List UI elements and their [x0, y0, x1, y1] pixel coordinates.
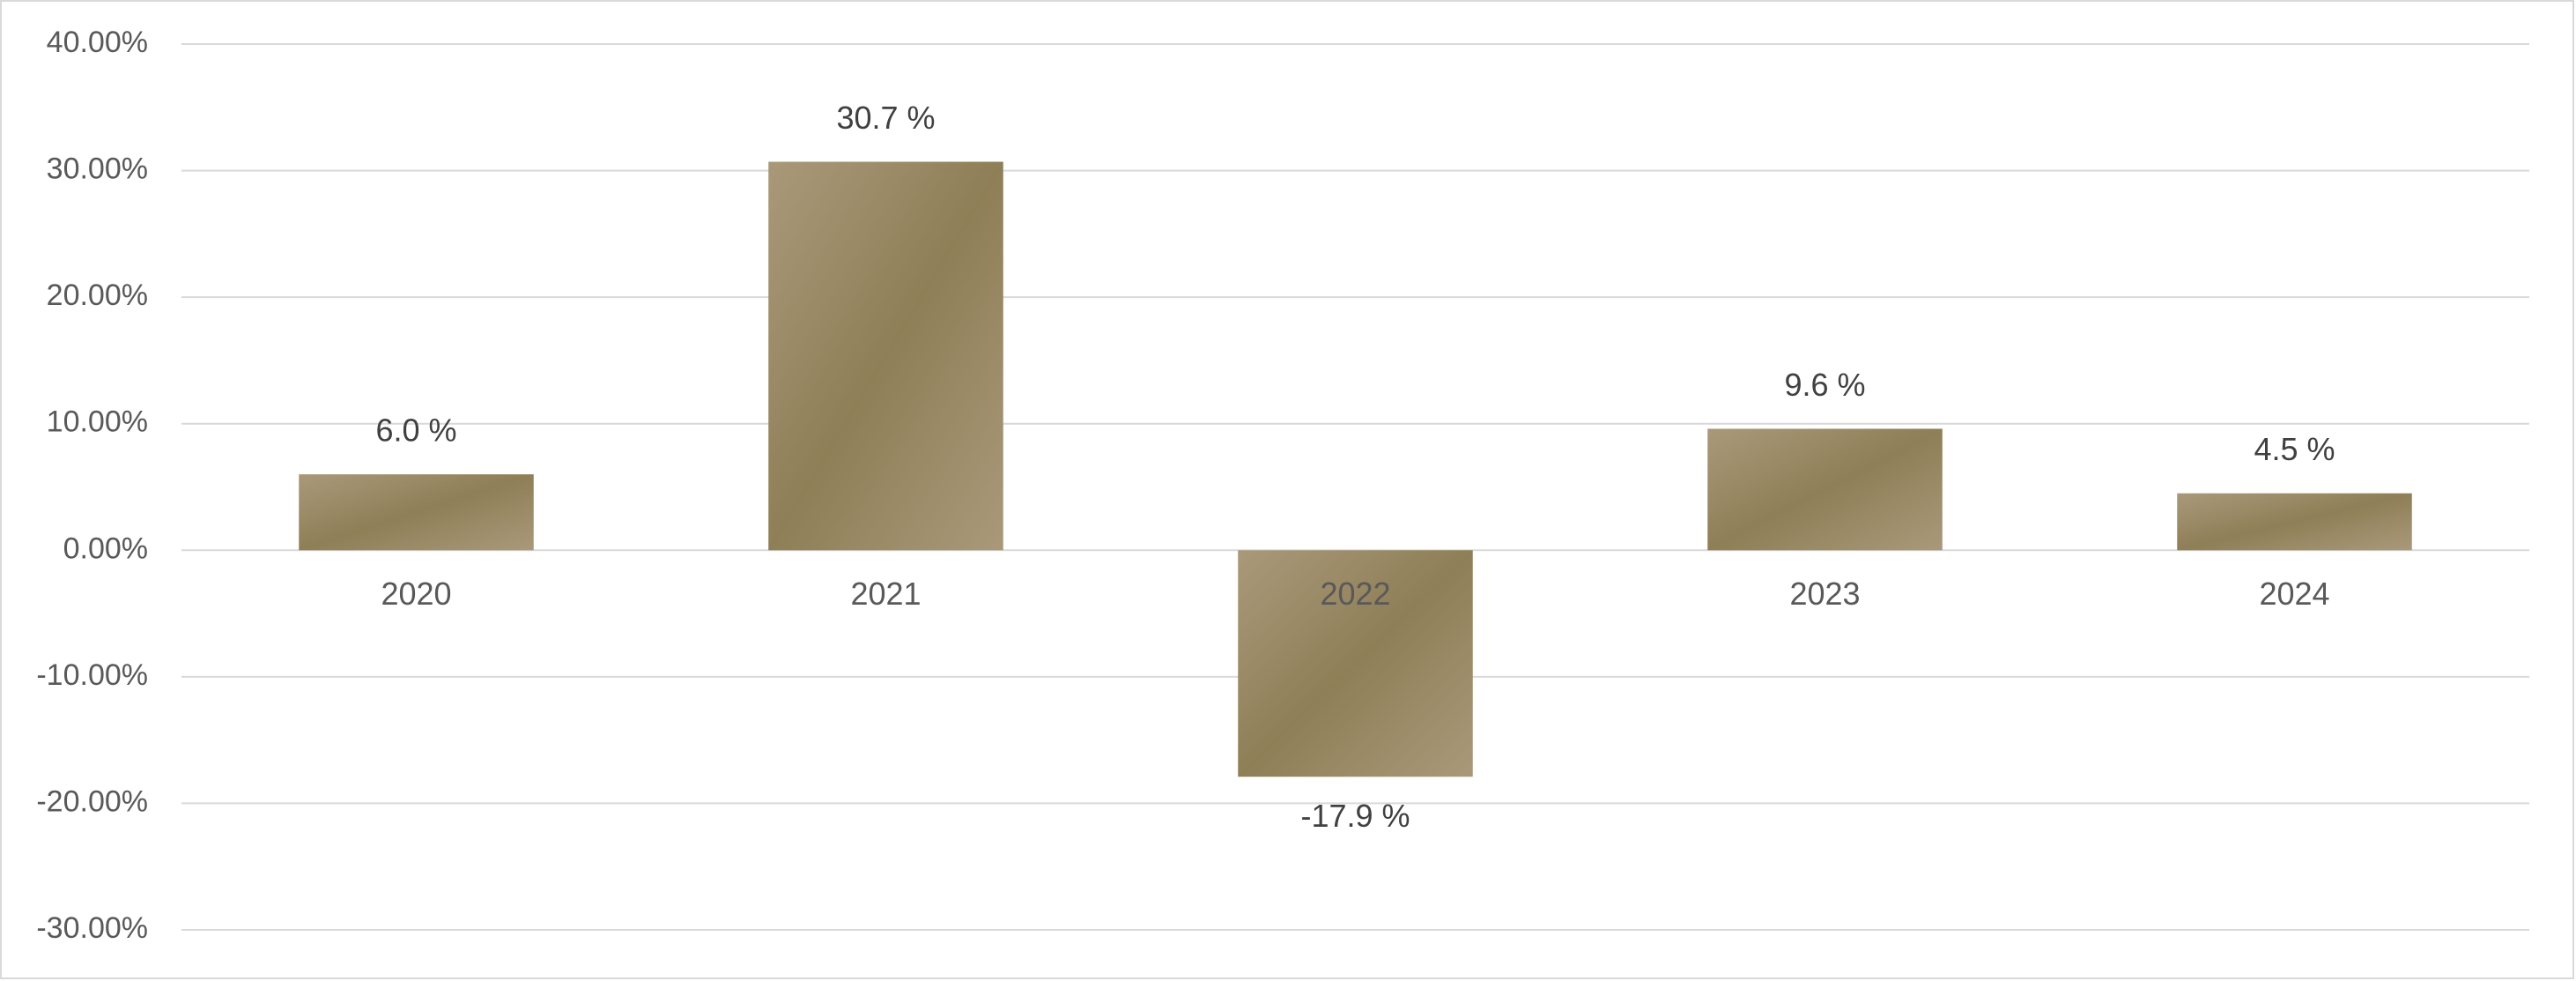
bar: [1707, 428, 1943, 551]
y-tick-label: 30.00%: [47, 152, 148, 186]
bar: [768, 161, 1003, 551]
x-tick-label: 2020: [381, 576, 451, 612]
data-label: 9.6 %: [1784, 367, 1865, 403]
y-tick-label: 40.00%: [47, 26, 148, 59]
data-label: -17.9 %: [1300, 798, 1410, 834]
bar: [2177, 493, 2412, 551]
data-label: 30.7 %: [836, 100, 935, 136]
bar: [299, 474, 534, 551]
y-tick-label: 20.00%: [47, 279, 148, 312]
data-label: 6.0 %: [375, 412, 456, 449]
x-tick-label: 2023: [1789, 576, 1860, 612]
x-tick-label: 2021: [850, 576, 921, 612]
x-tick-label: 2024: [2259, 576, 2329, 612]
y-tick-label: -10.00%: [36, 658, 148, 692]
y-tick-label: -30.00%: [36, 911, 148, 945]
x-tick-label: 2022: [1320, 576, 1390, 612]
y-tick-label: 0.00%: [63, 531, 148, 565]
y-tick-label: -20.00%: [36, 784, 148, 818]
bar: [1238, 550, 1473, 777]
data-label: 4.5 %: [2254, 431, 2335, 467]
y-tick-label: 10.00%: [47, 405, 148, 439]
